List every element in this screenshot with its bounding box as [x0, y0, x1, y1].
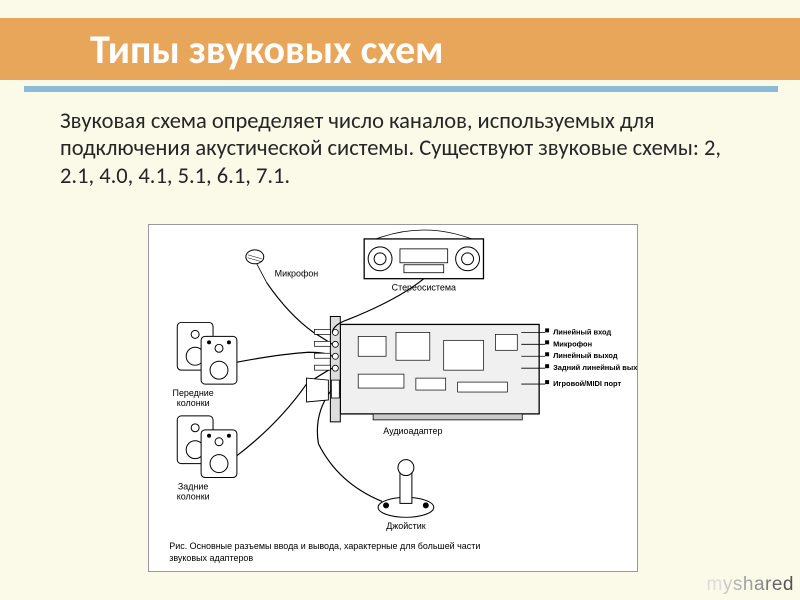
front-speakers-label-2: колонки — [177, 398, 210, 408]
joystick-icon — [378, 460, 434, 518]
svg-text:Линейный вход: Линейный вход — [553, 327, 611, 336]
svg-text:Задний линейный выход: Задний линейный выход — [553, 363, 637, 372]
front-speakers-label-1: Передние — [173, 388, 214, 398]
watermark: myshared — [707, 574, 794, 596]
sound-card-diagram: Стереосистема Микрофон Передние колонки — [148, 224, 638, 572]
svg-text:Линейный выход: Линейный выход — [553, 351, 618, 360]
diagram-caption-line1: Рис. Основные разъемы ввода и вывода, ха… — [169, 541, 480, 551]
diagram-caption-line2: звуковых адаптеров — [169, 553, 253, 563]
microphone-icon — [246, 250, 267, 283]
front-speakers-icon — [177, 322, 237, 384]
microphone-label: Микрофон — [275, 269, 319, 279]
body-paragraph: Звуковая схема определяет число каналов,… — [60, 108, 745, 190]
audio-adapter-label: Аудиоадаптер — [383, 426, 442, 436]
wire-microphone — [267, 283, 333, 345]
sound-card-icon — [330, 316, 539, 421]
svg-text:Игровой/MIDI порт: Игровой/MIDI порт — [553, 379, 621, 388]
page-title: Типы звуковых схем — [90, 25, 444, 74]
rear-speakers-icon — [177, 416, 237, 478]
stereo-label: Стереосистема — [392, 283, 456, 293]
title-band: Типы звуковых схем — [0, 18, 800, 80]
svg-text:Микрофон: Микрофон — [553, 339, 592, 348]
joystick-label: Джойстик — [386, 521, 426, 531]
stereo-icon — [364, 230, 483, 279]
rear-speakers-label-1: Задние — [178, 481, 209, 491]
accent-line — [24, 86, 778, 92]
rear-speakers-label-2: колонки — [177, 491, 210, 501]
